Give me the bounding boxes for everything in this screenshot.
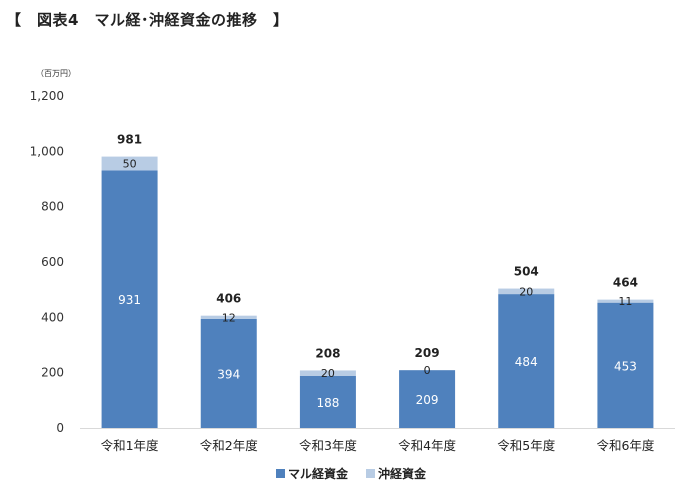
bar-segment-マル経資金	[498, 294, 555, 428]
y-tick-label: 0	[56, 421, 64, 435]
bar-segment-マル経資金	[200, 318, 257, 428]
data-label-沖経資金: 11	[618, 295, 632, 308]
data-label-マル経資金: 209	[416, 393, 439, 407]
data-label-沖経資金: 12	[222, 311, 236, 324]
data-label-マル経資金: 484	[515, 355, 538, 369]
legend-swatch	[366, 469, 375, 478]
total-label: 208	[315, 346, 340, 360]
data-label-沖経資金: 20	[519, 285, 533, 298]
bar-segment-マル経資金	[399, 370, 456, 428]
bar-segment-マル経資金	[299, 375, 356, 428]
y-tick-label: 400	[41, 310, 64, 324]
bar-segment-沖経資金	[200, 315, 257, 319]
y-tick-label: 600	[41, 255, 64, 269]
bar-segment-マル経資金	[101, 170, 158, 428]
data-label-マル経資金: 394	[217, 367, 240, 381]
x-category-label: 令和4年度	[398, 438, 456, 453]
x-category-label: 令和2年度	[200, 438, 258, 453]
bar-segment-沖経資金	[597, 299, 654, 303]
bar-segment-沖経資金	[498, 288, 555, 295]
data-label-沖経資金: 50	[123, 158, 137, 171]
x-category-label: 令和6年度	[596, 438, 654, 453]
y-tick-label: 1,000	[30, 144, 64, 158]
x-category-label: 令和5年度	[497, 438, 555, 453]
legend-swatch	[276, 469, 285, 478]
data-label-マル経資金: 931	[118, 293, 141, 307]
y-axis-unit-label: （百万円）	[36, 69, 76, 78]
total-label: 209	[415, 346, 440, 360]
x-category-label: 令和1年度	[101, 438, 159, 453]
bar-segment-沖経資金	[101, 156, 158, 171]
data-label-沖経資金: 20	[321, 367, 335, 380]
x-category-label: 令和3年度	[299, 438, 357, 453]
y-tick-label: 1,200	[30, 89, 64, 103]
bar-segment-沖経資金	[299, 370, 356, 376]
legend-label: 沖経資金	[378, 466, 427, 481]
data-label-マル経資金: 188	[316, 396, 339, 410]
legend-label: マル経資金	[288, 466, 349, 481]
total-label: 504	[514, 265, 539, 279]
total-label: 981	[117, 133, 142, 147]
y-tick-label: 800	[41, 200, 64, 214]
data-label-沖経資金: 0	[424, 364, 431, 377]
y-tick-label: 200	[41, 366, 64, 380]
total-label: 406	[216, 292, 241, 306]
chart-title: 【 図表4 マル経･沖経資金の推移 】	[6, 11, 289, 29]
bar-segment-マル経資金	[597, 302, 654, 428]
data-label-マル経資金: 453	[614, 359, 637, 373]
total-label: 464	[613, 276, 638, 290]
